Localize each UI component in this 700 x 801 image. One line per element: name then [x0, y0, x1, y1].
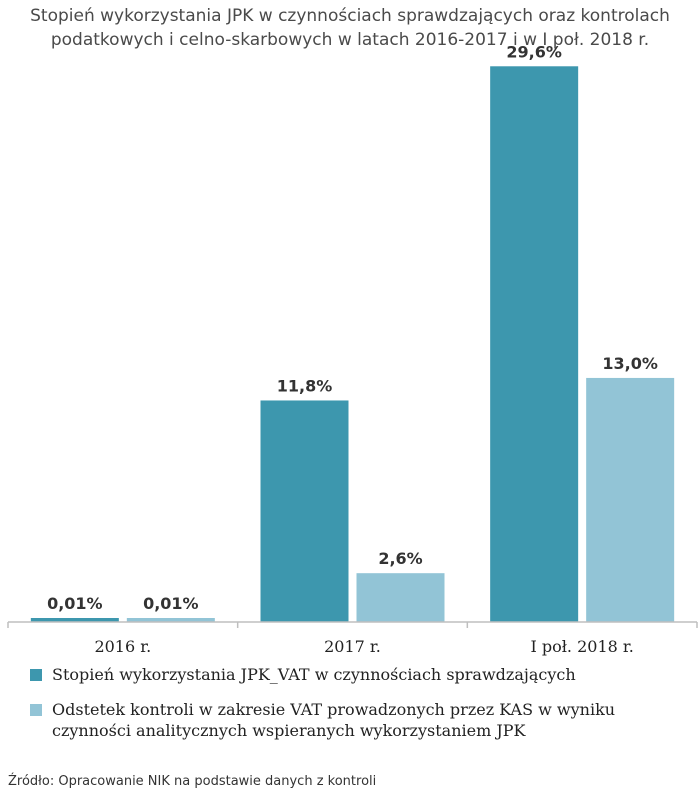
data-label-1-1: 0,01% — [47, 594, 103, 613]
data-label-2-1: 0,01% — [143, 594, 199, 613]
chart-legend: Stopień wykorzystania JPK_VAT w czynnośc… — [30, 664, 690, 755]
data-label-2-3: 13,0% — [602, 354, 658, 373]
bar-2-1 — [126, 618, 215, 622]
bar-2-3 — [586, 377, 675, 622]
bar-chart: 0,01% 0,01% 2016 r. 11,8% 2,6% 2017 r. 29,6% 13… — [7, 42, 698, 656]
legend-swatch-series-1 — [30, 669, 42, 681]
chart-title-line-1: Stopień wykorzystania JPK w czynnościach… — [30, 6, 670, 26]
legend-label-series-2-line-1: Odstetek kontroli w zakresie VAT prowadz… — [52, 700, 616, 719]
chart-title-line-2: podatkowych i celno-skarbowych w latach … — [50, 30, 650, 50]
legend-item-series-1: Stopień wykorzystania JPK_VAT w czynnośc… — [30, 664, 690, 685]
legend-swatch-series-2 — [30, 704, 42, 716]
bar-2-2 — [356, 573, 445, 622]
legend-label-series-1: Stopień wykorzystania JPK_VAT w czynnośc… — [52, 664, 690, 685]
bar-1-1 — [30, 618, 119, 622]
x-tick-label-1: 2016 r. — [94, 637, 151, 656]
legend-label-series-1-line-1: Stopień wykorzystania JPK_VAT w czynnośc… — [52, 665, 576, 684]
x-tick-label-2: 2017 r. — [324, 637, 381, 656]
data-label-1-3: 29,6% — [506, 42, 562, 61]
bar-1-2 — [260, 400, 349, 622]
chart-title: Stopień wykorzystania JPK w czynnościach… — [0, 4, 700, 52]
bar-1-3 — [490, 66, 579, 622]
legend-label-series-2-line-2: czynności analitycznych wspieranych wyko… — [52, 721, 526, 740]
legend-label-series-2: Odstetek kontroli w zakresie VAT prowadz… — [52, 699, 690, 741]
data-label-2-2: 2,6% — [378, 549, 422, 568]
x-tick-label-3: I poł. 2018 r. — [530, 637, 633, 656]
legend-item-series-2: Odstetek kontroli w zakresie VAT prowadz… — [30, 699, 690, 741]
data-label-1-2: 11,8% — [277, 376, 333, 395]
source-note: Źródło: Opracowanie NIK na podstawie dan… — [8, 774, 377, 789]
